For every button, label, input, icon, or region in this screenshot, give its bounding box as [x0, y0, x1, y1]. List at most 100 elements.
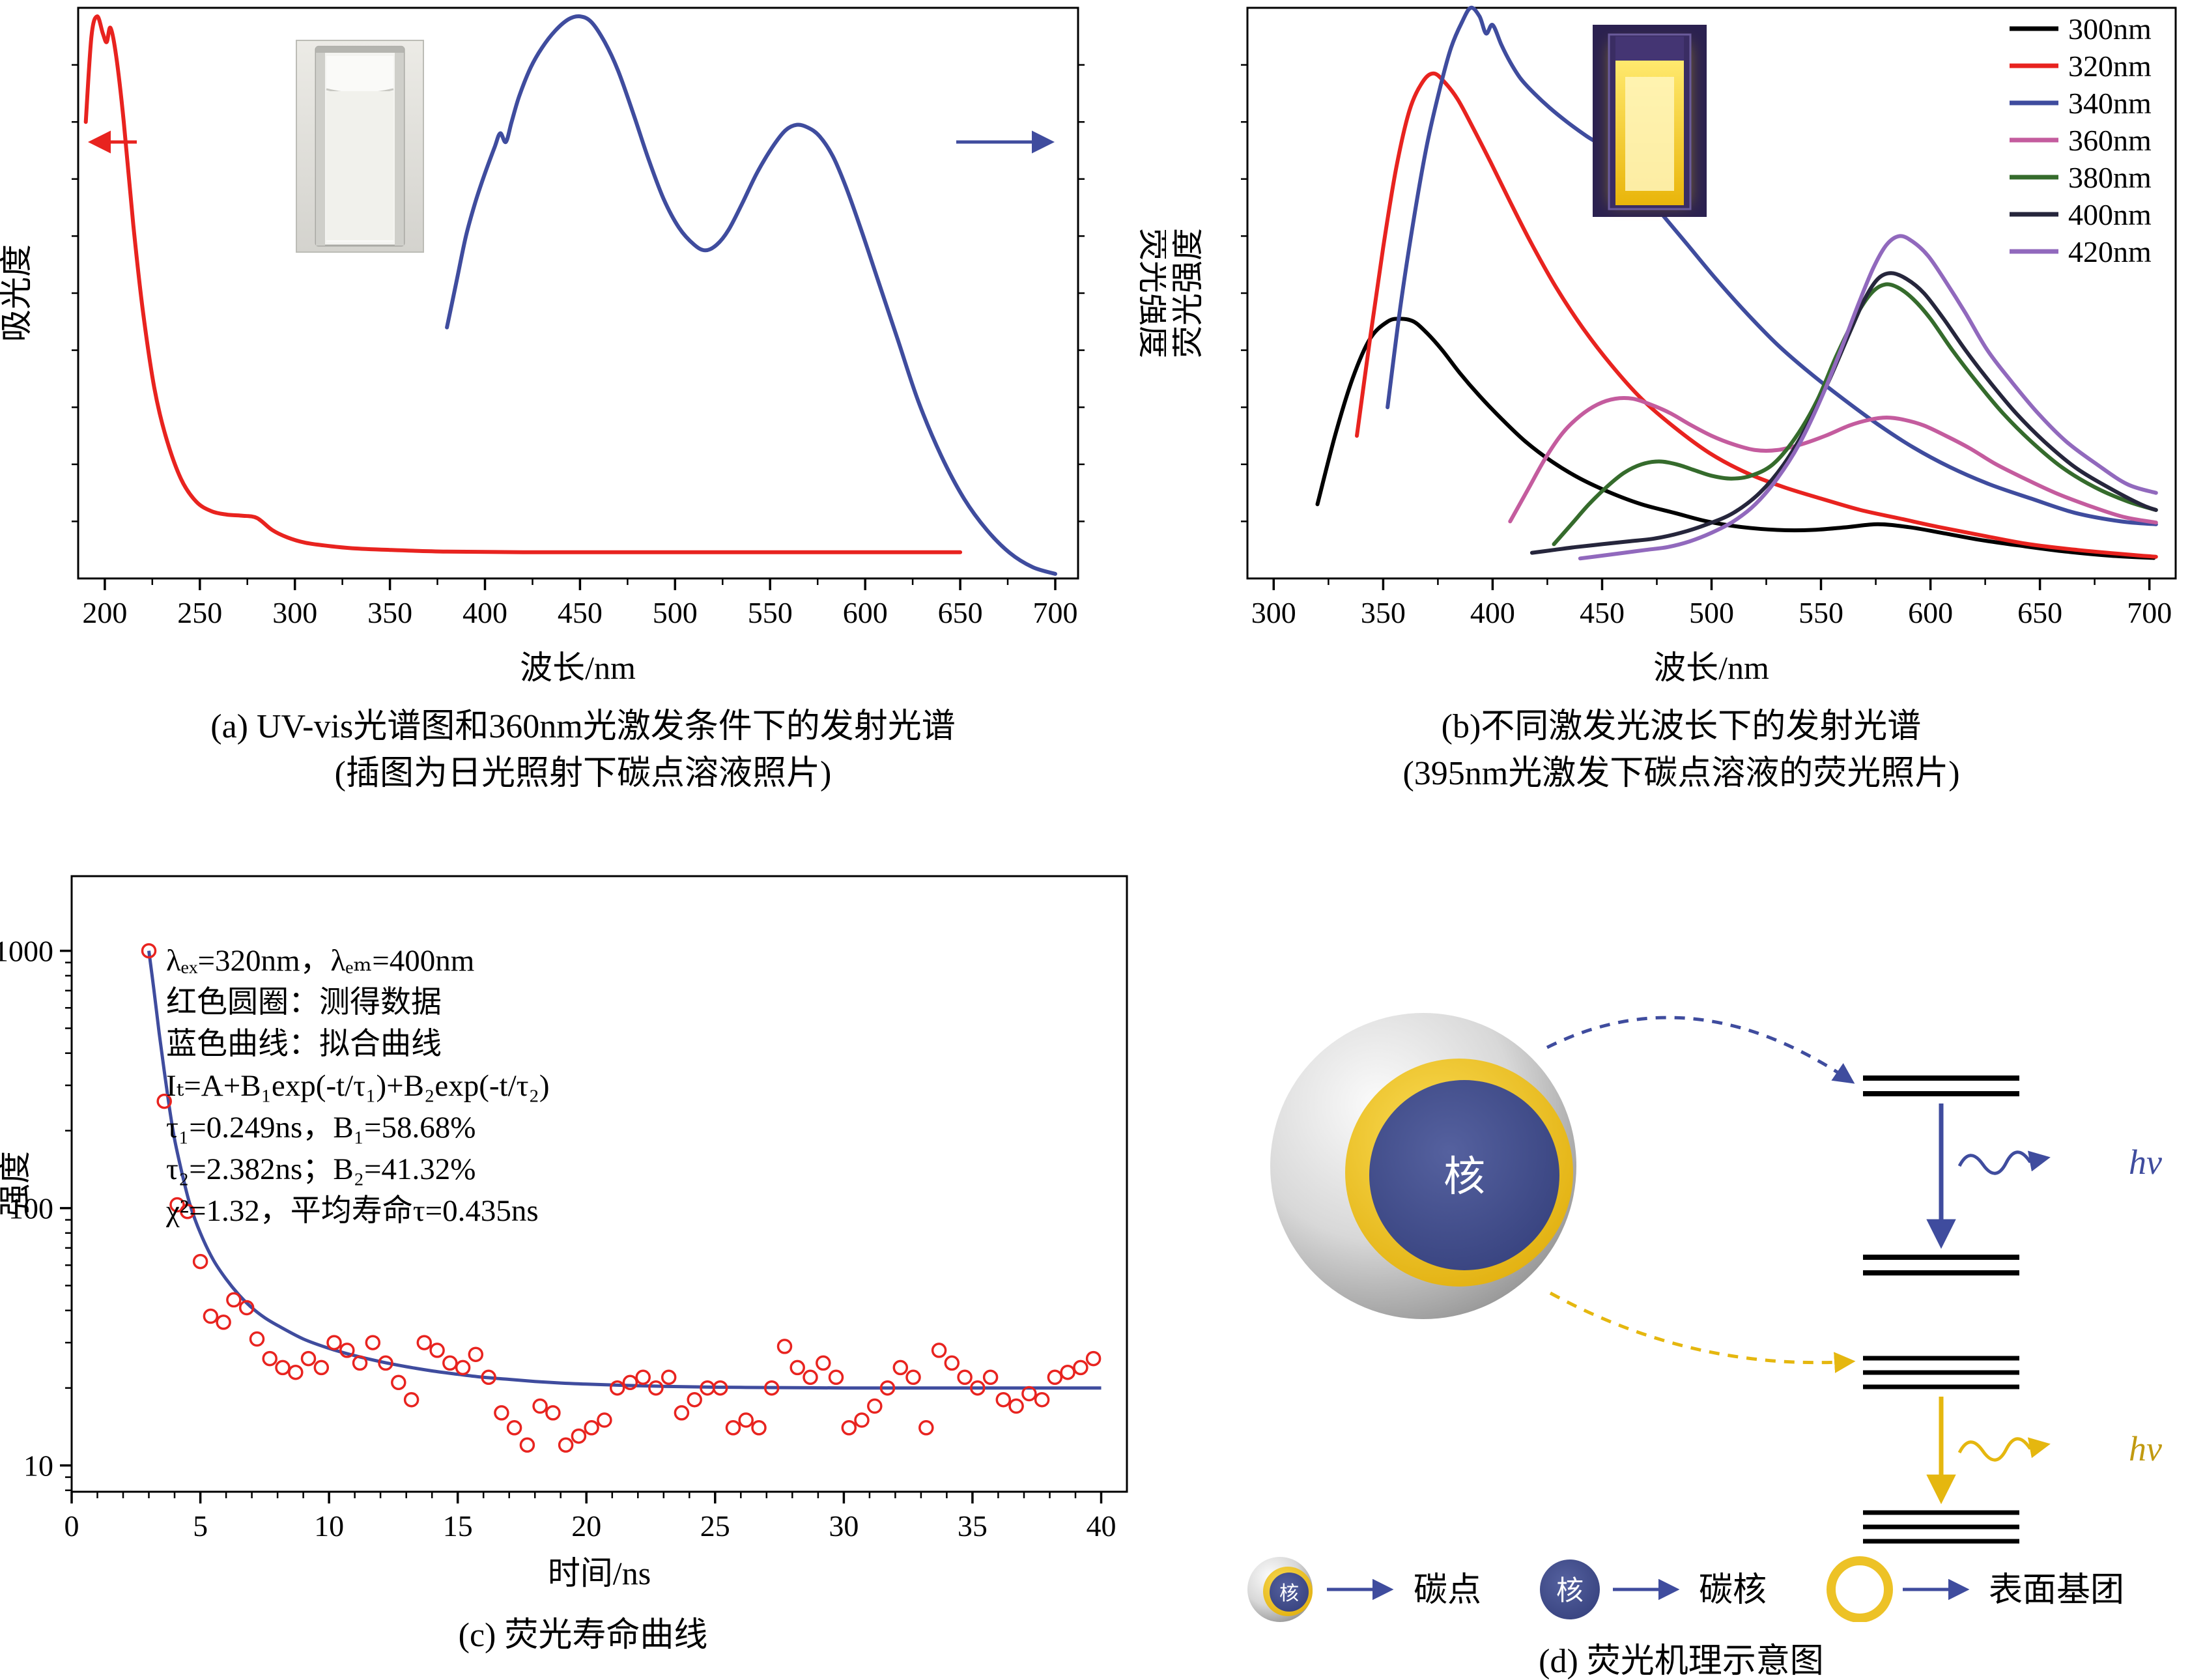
measured-point: [313, 1360, 330, 1376]
measured-point: [879, 1380, 896, 1396]
cuvette-rim: [316, 47, 404, 53]
series-line-340nm: [1386, 5, 2158, 526]
x-tick-label: 5: [193, 1509, 208, 1543]
panel-a-ylabel-right: 荧光强度: [1135, 228, 1166, 358]
legend-label-380nm: 380nm: [2068, 161, 2152, 194]
measured-point: [803, 1369, 818, 1386]
fit-curve-line: [147, 950, 1102, 1390]
x-tick-label: 200: [82, 596, 127, 629]
measured-point: [326, 1335, 342, 1350]
measured-point: [249, 1331, 265, 1347]
legend-item-carbon-dot: 核 碳点: [1247, 1557, 1481, 1622]
series-line-400nm: [1529, 271, 2158, 555]
measured-point: [995, 1391, 1012, 1408]
measured-point: [918, 1420, 934, 1436]
legend-item-carbon-core: 核 碳核: [1540, 1559, 1767, 1619]
panel-d: 核 hν hν: [1173, 840, 2190, 1680]
diagram-legend: 核 碳点 核 碳核 表面基团: [1247, 1556, 2124, 1622]
panel-b-caption-line2: (395nm光激发下碳点溶液的荧光照片): [1402, 755, 1960, 792]
x-tick-label: 40: [1087, 1509, 1116, 1543]
daylight-photo-inset: [296, 40, 424, 253]
measured-point: [141, 943, 157, 959]
series-line-300nm: [1315, 317, 2156, 560]
legend-label-400nm: 400nm: [2068, 198, 2152, 231]
panel-a-chart: 吸光度 荧光强度 波长/nm 200 250 300 350 400 450 500 550 6…: [0, 7, 1166, 686]
measured-point: [1085, 1350, 1102, 1367]
measured-point: [262, 1350, 277, 1367]
measured-point: [816, 1355, 831, 1371]
dashed-arrow-core-to-levels: [1546, 1016, 1855, 1084]
x-tick-label: 250: [177, 596, 222, 629]
legend-label-360nm: 360nm: [2068, 124, 2152, 157]
x-tick-label: 650: [938, 596, 983, 629]
glow-core: [1625, 77, 1674, 191]
x-tick-label: 450: [1580, 596, 1625, 629]
measured-point: [481, 1369, 496, 1386]
panel-b-legend: 300nm 320nm 340nm 360nm 380nm 400nm 420nm: [2010, 12, 2152, 268]
x-tick-label: 10: [314, 1509, 344, 1543]
panel-a-plot-area: 200 250 300 350 400 450 500 550 600 650 700: [72, 7, 1085, 629]
measured-point: [905, 1369, 921, 1386]
core-label: 核: [1443, 1154, 1485, 1200]
x-tick-label: 20: [571, 1509, 601, 1543]
measured-point: [300, 1350, 317, 1367]
measured-point: [339, 1343, 355, 1358]
surface-photon-wave: [1957, 1437, 2051, 1462]
measured-point: [763, 1380, 780, 1396]
legend-label-carbon-dot: 碳点: [1414, 1572, 1481, 1609]
measured-point: [238, 1300, 255, 1316]
measured-point: [892, 1360, 909, 1376]
fit-annotation-line: λₑₓ=320nm，λₑₘ=400nm: [166, 944, 474, 978]
measured-point: [712, 1380, 728, 1396]
core-photon-wave: [1957, 1150, 2051, 1175]
measured-point: [751, 1420, 767, 1436]
measured-point: [169, 1197, 185, 1213]
y-tick-label: 100: [8, 1192, 53, 1225]
x-tick-label: 350: [1361, 596, 1406, 629]
uv-photo-inset: [1593, 25, 1707, 217]
x-tick-label: 600: [1908, 596, 1953, 629]
axes-frame: [77, 7, 1079, 580]
measured-point: [854, 1412, 870, 1428]
x-tick-label: 650: [2017, 596, 2062, 629]
panel-d-caption: (d) 荧光机理示意图: [1539, 1643, 1824, 1680]
carbon-core-label: 核: [1556, 1576, 1584, 1606]
clear-liquid: [326, 91, 393, 240]
measured-point: [288, 1364, 304, 1380]
panel-c-ylabel: 强度: [0, 1151, 33, 1216]
panel-b-ylabel: 荧光强度: [1173, 228, 1206, 358]
panel-a: 吸光度 荧光强度 波长/nm 200 250 300 350 400 450 500 550 6…: [0, 0, 1166, 840]
panel-b-xlabel: 波长/nm: [1653, 649, 1769, 686]
x-tick-label: 600: [843, 596, 888, 629]
y-tick-label: 1000: [0, 935, 53, 968]
measured-point: [597, 1412, 612, 1428]
cuvette-air-gap: [1615, 36, 1684, 61]
x-tick-label: 700: [2127, 596, 2172, 629]
surface-group-ring: [1827, 1556, 1893, 1622]
energy-diagram-surface: [1863, 1356, 2019, 1544]
axes-frame: [70, 875, 1128, 1493]
core-hv-label: hν: [2129, 1143, 2162, 1182]
measured-point: [648, 1380, 664, 1396]
sphere-core-blue: [1369, 1080, 1559, 1270]
fit-annotation-line: χ²=1.32，平均寿命τ=0.435ns: [165, 1194, 539, 1228]
x-tick-label: 400: [462, 596, 507, 629]
measured-point: [867, 1398, 883, 1414]
carbon-core-circle: [1540, 1559, 1600, 1619]
x-tick-label: 15: [443, 1509, 473, 1543]
panel-c-plot-area: 0 5 10 15 20 25 30 35 40 10 100 1000: [0, 875, 1128, 1543]
panel-b-chart: 荧光强度 波长/nm 300 350 400 450 500 550 600 650 700 3…: [1173, 5, 2177, 686]
mini-sphere-core: [1270, 1573, 1309, 1612]
panel-c: 强度 时间/ns 0 5 10 15 20 25 30 35 40 10 100 1000 λₑₓ=3…: [0, 840, 1166, 1680]
measured-point: [352, 1355, 368, 1371]
x-tick-label: 400: [1470, 596, 1515, 629]
panel-d-diagram: 核 hν hν: [1247, 1013, 2162, 1622]
legend-label-carbon-core: 碳核: [1699, 1572, 1767, 1609]
panel-c-xlabel: 时间/ns: [548, 1555, 651, 1591]
x-tick-label: 550: [748, 596, 793, 629]
legend-item-surface-group: 表面基团: [1827, 1556, 2124, 1622]
series-line-380nm: [1552, 282, 2158, 547]
measured-point: [558, 1437, 574, 1453]
